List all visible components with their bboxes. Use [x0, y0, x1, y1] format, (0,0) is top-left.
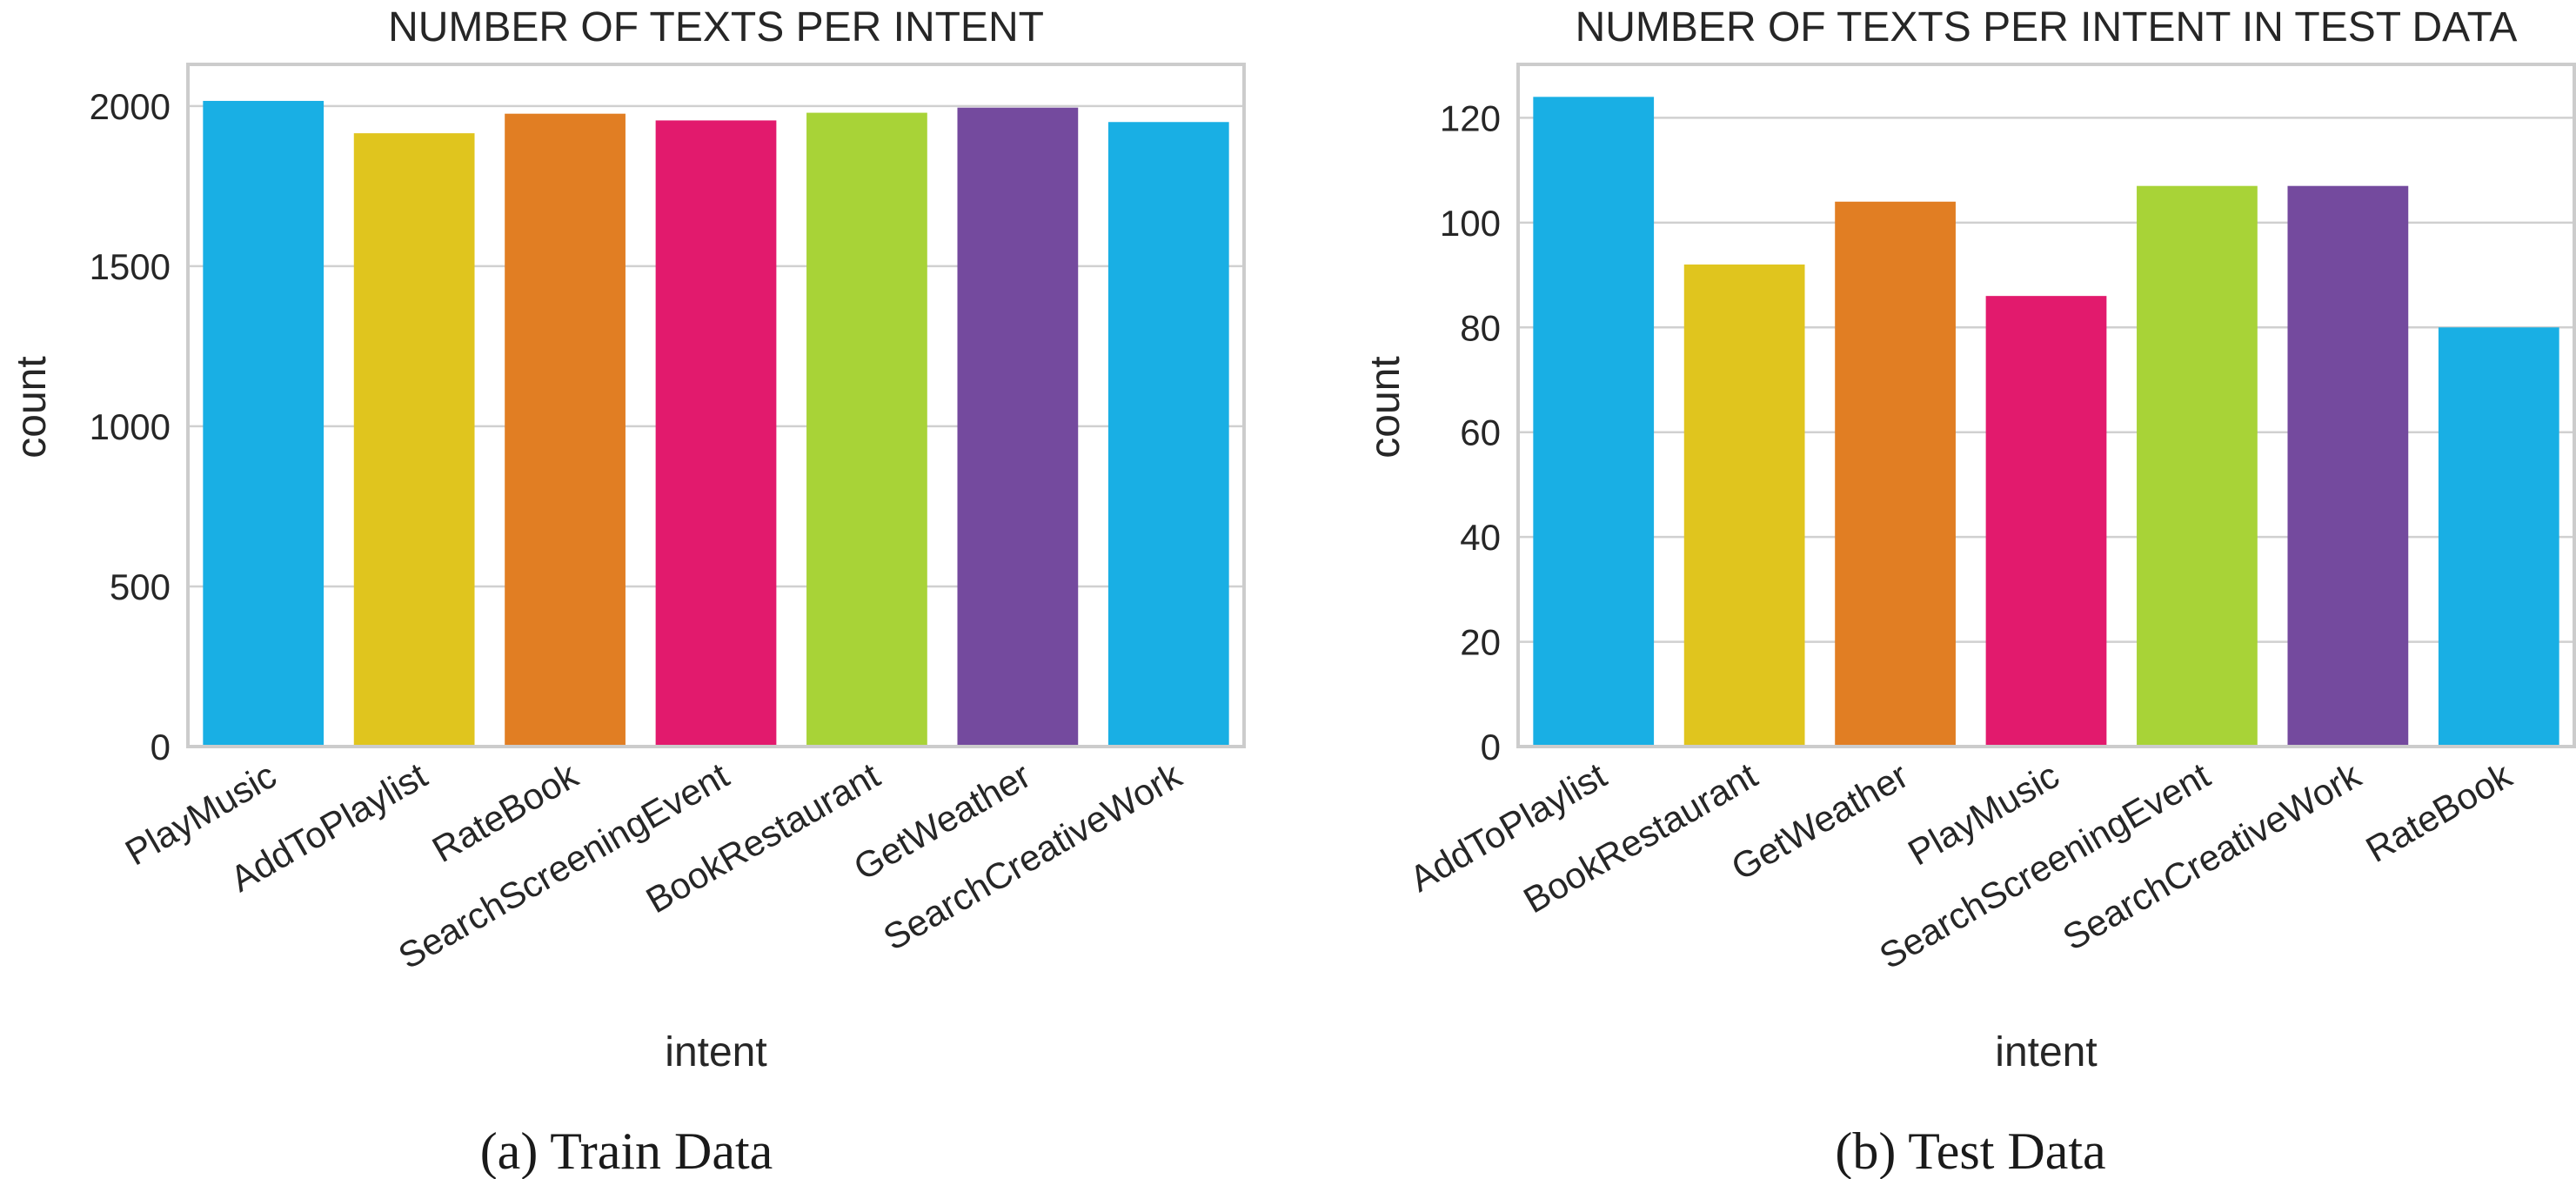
train-bar — [203, 100, 325, 747]
train-chart-title: NUMBER OF TEXTS PER INTENT — [388, 4, 1044, 50]
train-x-axis-label: intent — [665, 1029, 766, 1075]
train-x-tick-labels: PlayMusicAddToPlaylistRateBookSearchScre… — [118, 754, 1189, 977]
test-y-tick-label: 20 — [1460, 622, 1501, 663]
train-y-tick-label: 0 — [151, 727, 171, 767]
test-bar — [2137, 185, 2258, 747]
test-chart-title: NUMBER OF TEXTS PER INTENT IN TEST DATA — [1576, 4, 2518, 50]
test-bar — [2287, 185, 2409, 747]
test-y-axis-label: count — [1362, 356, 1408, 458]
train-plot-frame — [186, 63, 1246, 748]
train-caption: (a) Train Data — [480, 1122, 773, 1179]
train-bar — [957, 107, 1079, 747]
train-y-tick-label: 1500 — [90, 246, 171, 287]
train-y-axis-label: count — [9, 356, 55, 458]
test-bars — [1533, 97, 2559, 747]
train-y-tick-label: 2000 — [90, 86, 171, 127]
test-bar — [1835, 201, 1956, 747]
train-bar — [353, 133, 475, 747]
train-y-tick-labels: 0 500 1000 1500 2000 — [90, 86, 171, 767]
test-bar — [1533, 97, 1655, 747]
test-y-tick-labels: 0 20 40 60 80 100 120 — [1440, 97, 1501, 767]
test-bar — [1683, 265, 1805, 747]
train-y-tick-label: 500 — [110, 566, 171, 607]
test-bar — [1985, 296, 2107, 747]
test-y-tick-label: 40 — [1460, 517, 1501, 558]
test-y-tick-label: 80 — [1460, 307, 1501, 348]
train-bar — [505, 113, 626, 747]
train-bar — [806, 112, 927, 747]
test-chart-panel: NUMBER OF TEXTS PER INTENT IN TEST DATA … — [1362, 4, 2576, 1179]
train-chart-panel: NUMBER OF TEXTS PER INTENT 0 500 1000 1500 2… — [9, 4, 1246, 1179]
test-x-tick-label: RateBook — [2359, 754, 2519, 870]
test-y-tick-label: 0 — [1481, 727, 1501, 767]
test-plot-frame — [1516, 63, 2576, 748]
train-bar — [655, 120, 777, 747]
test-x-axis-label: intent — [1995, 1029, 2097, 1075]
train-y-tick-label: 1000 — [90, 406, 171, 447]
test-y-tick-label: 100 — [1440, 203, 1501, 244]
test-y-tick-label: 60 — [1460, 412, 1501, 453]
test-caption: (b) Test Data — [1835, 1122, 2105, 1179]
test-bar — [2438, 327, 2559, 747]
test-x-tick-labels: AddToPlaylistBookRestaurantGetWeatherPla… — [1402, 754, 2519, 977]
test-y-tick-label: 120 — [1440, 97, 1501, 138]
train-bars — [203, 100, 1229, 747]
train-bar — [1107, 122, 1229, 747]
